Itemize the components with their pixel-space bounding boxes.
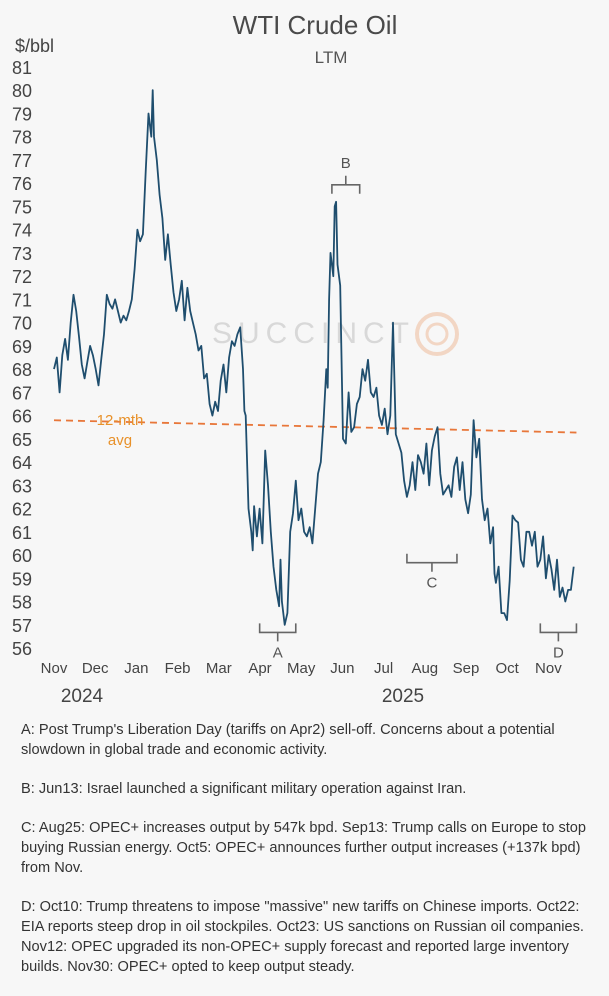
x-axis-ticks: Nov Dec Jan Feb Mar Apr May Jun Jul Aug Sep Oct Nov	[41, 660, 563, 677]
year-labels: 2024 2025	[61, 686, 424, 707]
watermark-text: SUCCINCT	[212, 317, 415, 350]
chart-title: WTI Crude Oil	[233, 10, 398, 40]
bracket-b: B	[331, 155, 361, 194]
y-tick-label: 58	[12, 593, 32, 613]
average-label-line2: avg	[108, 432, 132, 449]
bracket-label: B	[341, 155, 351, 172]
series-line-wti	[53, 89, 575, 626]
y-axis-ticks: 81 80 79 78 77 76 75 74 73 72 71 70 69 68 67 66 65 64 63 62…	[12, 58, 32, 659]
average-line-group: 12-mth avg	[53, 412, 577, 449]
y-tick-label: 64	[12, 453, 32, 473]
y-tick-label: 70	[12, 314, 32, 334]
y-tick-label: 67	[12, 383, 32, 403]
y-tick-label: 68	[12, 360, 32, 380]
wti-chart: WTI Crude Oil LTM $/bbl SUCCINCT 81 80 79 7…	[12, 10, 578, 707]
y-tick-label: 77	[12, 151, 32, 171]
average-label-line1: 12-mth	[97, 412, 144, 429]
year-label: 2024	[61, 686, 104, 707]
bracket-a: A	[258, 623, 297, 661]
y-tick-label: 72	[12, 267, 32, 287]
x-tick-label: Apr	[248, 660, 271, 677]
y-tick-label: 74	[12, 221, 32, 241]
y-tick-label: 62	[12, 500, 32, 520]
bracket-label: C	[427, 575, 438, 592]
y-tick-label: 81	[12, 58, 32, 78]
note-c: C: Aug25: OPEC+ increases output by 547k…	[21, 820, 587, 876]
x-tick-label: Dec	[82, 660, 109, 677]
bracket-label: D	[553, 644, 564, 661]
note-d: D: Oct10: Trump threatens to impose "mas…	[21, 899, 584, 975]
average-line	[53, 419, 577, 434]
y-tick-label: 79	[12, 104, 32, 124]
y-tick-label: 73	[12, 244, 32, 264]
x-tick-label: Jan	[124, 660, 148, 677]
annotation-brackets: A B C D	[258, 155, 578, 661]
bracket-d: D	[539, 623, 578, 661]
bracket-shape	[406, 553, 458, 572]
bracket-c: C	[406, 553, 458, 592]
y-tick-label: 69	[12, 337, 32, 357]
y-tick-label: 71	[12, 290, 32, 310]
x-tick-label: Sep	[453, 660, 480, 677]
bracket-shape	[331, 175, 361, 194]
y-tick-label: 60	[12, 546, 32, 566]
x-tick-label: Mar	[206, 660, 232, 677]
y-tick-label: 80	[12, 81, 32, 101]
succinct-watermark: SUCCINCT	[212, 312, 459, 356]
x-tick-label: Feb	[165, 660, 191, 677]
y-tick-label: 56	[12, 639, 32, 659]
y-tick-label: 66	[12, 407, 32, 427]
y-tick-label: 59	[12, 569, 32, 589]
y-tick-label: 65	[12, 430, 32, 450]
x-tick-label: Jun	[330, 660, 354, 677]
y-tick-label: 61	[12, 523, 32, 543]
x-tick-label: May	[287, 660, 316, 677]
x-tick-label: Oct	[496, 660, 520, 677]
year-label: 2025	[382, 686, 424, 707]
y-axis-label: $/bbl	[15, 36, 54, 56]
note-a: A: Post Trump's Liberation Day (tariffs …	[21, 722, 555, 758]
note-b: B: Jun13: Israel launched a significant …	[21, 781, 467, 797]
y-tick-label: 57	[12, 616, 32, 636]
x-tick-label: Nov	[535, 660, 562, 677]
bracket-shape	[258, 623, 297, 642]
x-tick-label: Aug	[411, 660, 438, 677]
y-tick-label: 78	[12, 128, 32, 148]
bracket-label: A	[273, 644, 283, 661]
x-tick-label: Jul	[374, 660, 393, 677]
annotation-notes: A: Post Trump's Liberation Day (tariffs …	[21, 720, 596, 996]
series-group	[53, 89, 575, 626]
x-tick-label: Nov	[41, 660, 68, 677]
y-tick-label: 75	[12, 197, 32, 217]
watermark-logo-icon	[415, 312, 459, 356]
y-tick-label: 63	[12, 476, 32, 496]
chart-subtitle: LTM	[315, 48, 348, 67]
bracket-shape	[539, 623, 578, 642]
y-tick-label: 76	[12, 174, 32, 194]
